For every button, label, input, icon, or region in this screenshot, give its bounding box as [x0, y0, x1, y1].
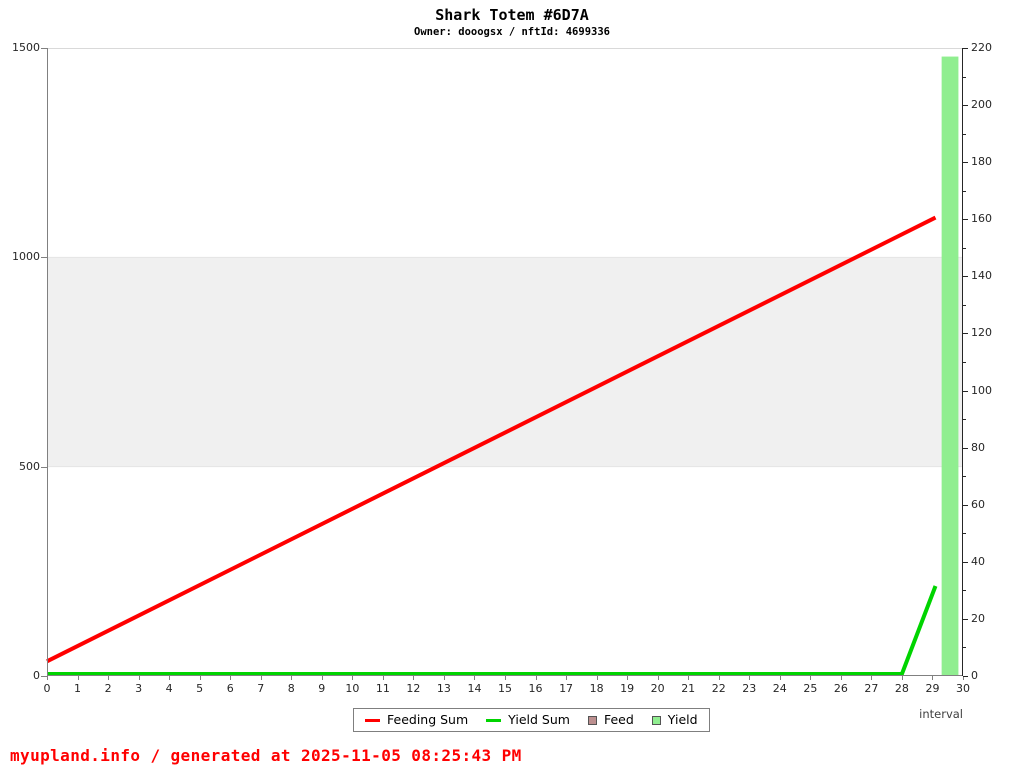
x-axis-tick-label: 5 — [196, 682, 204, 695]
x-axis-tick-label: 4 — [165, 682, 173, 695]
y-axis-right-tick-label: 60 — [971, 497, 985, 511]
legend-swatch-box — [587, 715, 597, 725]
x-axis-tick-label: 7 — [257, 682, 265, 695]
y-axis-right-tick-label: 160 — [971, 212, 992, 226]
y-axis-right-tick-label: 20 — [971, 611, 985, 625]
x-axis-tick-label: 17 — [559, 682, 574, 695]
x-axis-tick-label: 27 — [864, 682, 879, 695]
x-axis-tick-label: 23 — [742, 682, 757, 695]
legend-item-feeding-sum: Feeding Sum — [365, 713, 468, 727]
y-axis-left-tick-label: 0 — [33, 669, 40, 682]
yield-sum-line — [47, 585, 938, 676]
feeding-sum-line — [46, 215, 937, 664]
x-axis-tick-label: 12 — [406, 682, 421, 695]
x-axis-tick-label: 15 — [498, 682, 512, 695]
y-axis-right-tick-label: 220 — [971, 41, 992, 54]
y-axis-left-tick-label: 1000 — [12, 250, 40, 264]
x-axis-tick-label: 2 — [104, 682, 112, 695]
legend-item-yield-sum: Yield Sum — [486, 713, 570, 727]
x-axis-tick-label: 20 — [650, 682, 665, 695]
y-axis-right-tick-label: 140 — [971, 269, 992, 283]
x-axis-tick-label: 10 — [345, 682, 360, 695]
x-axis-tick-label: 6 — [226, 682, 234, 695]
y-axis-right-tick-label: 80 — [971, 440, 985, 454]
x-axis-tick-label: 0 — [43, 682, 51, 695]
y-axis-left-tick-label: 1500 — [12, 41, 40, 54]
yield-bar — [941, 56, 959, 676]
legend-item-yield: Yield — [651, 712, 698, 727]
y-axis-right-tick-label: 180 — [971, 155, 992, 169]
footer-credit: myupland.info / generated at 2025-11-05 … — [10, 746, 522, 765]
plot-area — [41, 48, 968, 680]
x-axis-tick-label: 25 — [803, 682, 818, 695]
y-axis-right-tick-label: 200 — [971, 98, 992, 112]
x-axis-tick-label: 8 — [287, 682, 295, 695]
x-axis-tick-label: 1 — [74, 682, 82, 695]
x-axis-tick-label: 22 — [711, 682, 726, 695]
legend-swatch-line — [365, 718, 380, 722]
x-axis-title: interval — [919, 707, 963, 721]
legend-item-feed: Feed — [587, 712, 634, 727]
y-axis-right-tick-label: 40 — [971, 554, 985, 568]
chart-title: Shark Totem #6D7A — [435, 6, 589, 24]
y-axis-right-tick-label: 0 — [971, 669, 978, 682]
legend-swatch-box — [651, 715, 661, 725]
x-axis-tick-label: 13 — [436, 682, 451, 695]
legend-label: Yield — [667, 712, 698, 727]
x-axis-tick-label: 14 — [467, 682, 482, 695]
legend-label: Feed — [603, 712, 634, 727]
legend-swatch-line — [486, 718, 502, 722]
x-axis-tick-label: 11 — [375, 682, 390, 695]
legend: Feeding Sum Yield Sum Feed Yield — [353, 708, 710, 732]
x-axis-tick-label: 29 — [925, 682, 940, 695]
y-axis-right-tick-label: 100 — [971, 383, 992, 397]
band-500-1000 — [47, 257, 963, 467]
legend-label: Yield Sum — [508, 712, 570, 727]
x-axis-tick-label: 3 — [135, 682, 143, 695]
legend-label: Feeding Sum — [387, 712, 469, 727]
x-axis-tick-label: 19 — [620, 682, 635, 695]
x-axis-tick-label: 24 — [772, 682, 787, 695]
x-axis-tick-label: 28 — [894, 682, 909, 695]
chart-subtitle: Owner: dooogsx / nftId: 4699336 — [414, 26, 610, 38]
x-axis-tick-label: 21 — [681, 682, 696, 695]
x-axis-tick-label: 16 — [528, 682, 543, 695]
x-axis-tick-label: 30 — [956, 682, 970, 695]
x-axis-tick-label: 26 — [833, 682, 848, 695]
x-axis-tick-label: 9 — [318, 682, 326, 695]
y-axis-left-tick-label: 500 — [19, 459, 40, 473]
x-axis-tick-label: 18 — [589, 682, 604, 695]
y-axis-right-tick-label: 120 — [971, 326, 992, 340]
